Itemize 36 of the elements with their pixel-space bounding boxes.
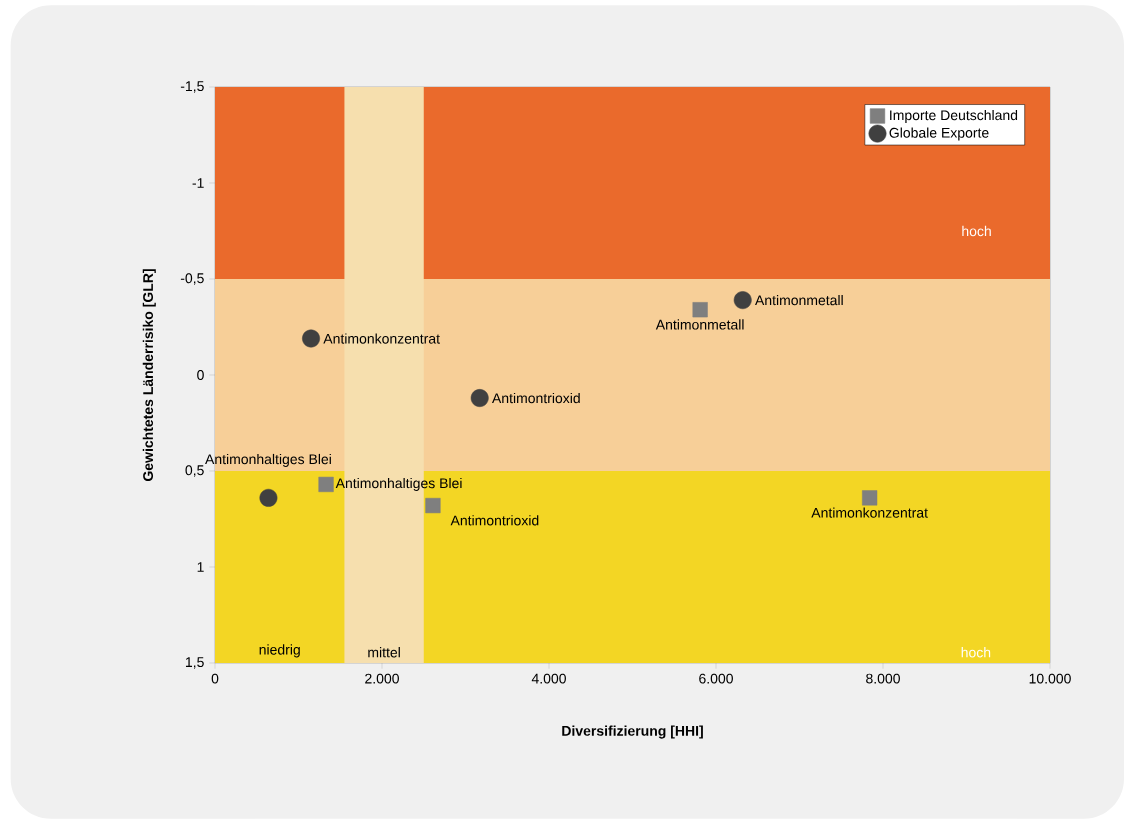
point (302, 329, 320, 348)
y-tick-label: 0,5 (185, 465, 204, 477)
point (318, 476, 334, 493)
data-label: Antimonkonzentrat (811, 507, 928, 518)
point (470, 389, 489, 407)
data-label: Antimontrioxid (450, 515, 539, 526)
point (692, 302, 708, 318)
y-tick-label: -0,5 (180, 273, 204, 285)
point (862, 490, 878, 506)
point (733, 291, 752, 310)
band-label: mittel (368, 647, 400, 658)
annotation: hoch (961, 647, 991, 658)
data-label: Antimonkonzentrat (323, 333, 440, 344)
legend-label: Globale Exporte (889, 127, 989, 141)
x-tick-label: 8.000 (866, 673, 900, 684)
x-tick-label: 0 (211, 673, 219, 684)
y-tick-label: 0 (197, 370, 204, 380)
y-tick-label: -1 (192, 178, 204, 188)
y-tick-label: 1,5 (185, 657, 204, 669)
data-label: Antimonmetall (755, 294, 843, 306)
y-tick-label: -1,5 (180, 81, 204, 93)
data-label: Antimonhaltiges Blei (205, 453, 331, 467)
x-tick-label: 10.000 (1029, 673, 1071, 684)
x-tick-label: 4.000 (531, 673, 566, 684)
point (425, 497, 441, 514)
band-label: hoch (962, 225, 991, 237)
point (259, 488, 278, 507)
x-tick-label: 2.000 (365, 673, 399, 684)
data-label: Antimonmetall (655, 319, 744, 330)
annotation: niedrig (259, 644, 300, 658)
y-axis-title: Gewichtetes Länderrisiko [GLR] (142, 269, 156, 482)
data-label: Antimontrioxid (491, 392, 580, 404)
y-tick-label: 1 (197, 562, 204, 572)
x-axis-title: Diversifizierung [HHI] (562, 725, 703, 739)
legend-label: Importe Deutschland (890, 109, 1018, 123)
x-tick-label: 6.000 (699, 673, 733, 684)
